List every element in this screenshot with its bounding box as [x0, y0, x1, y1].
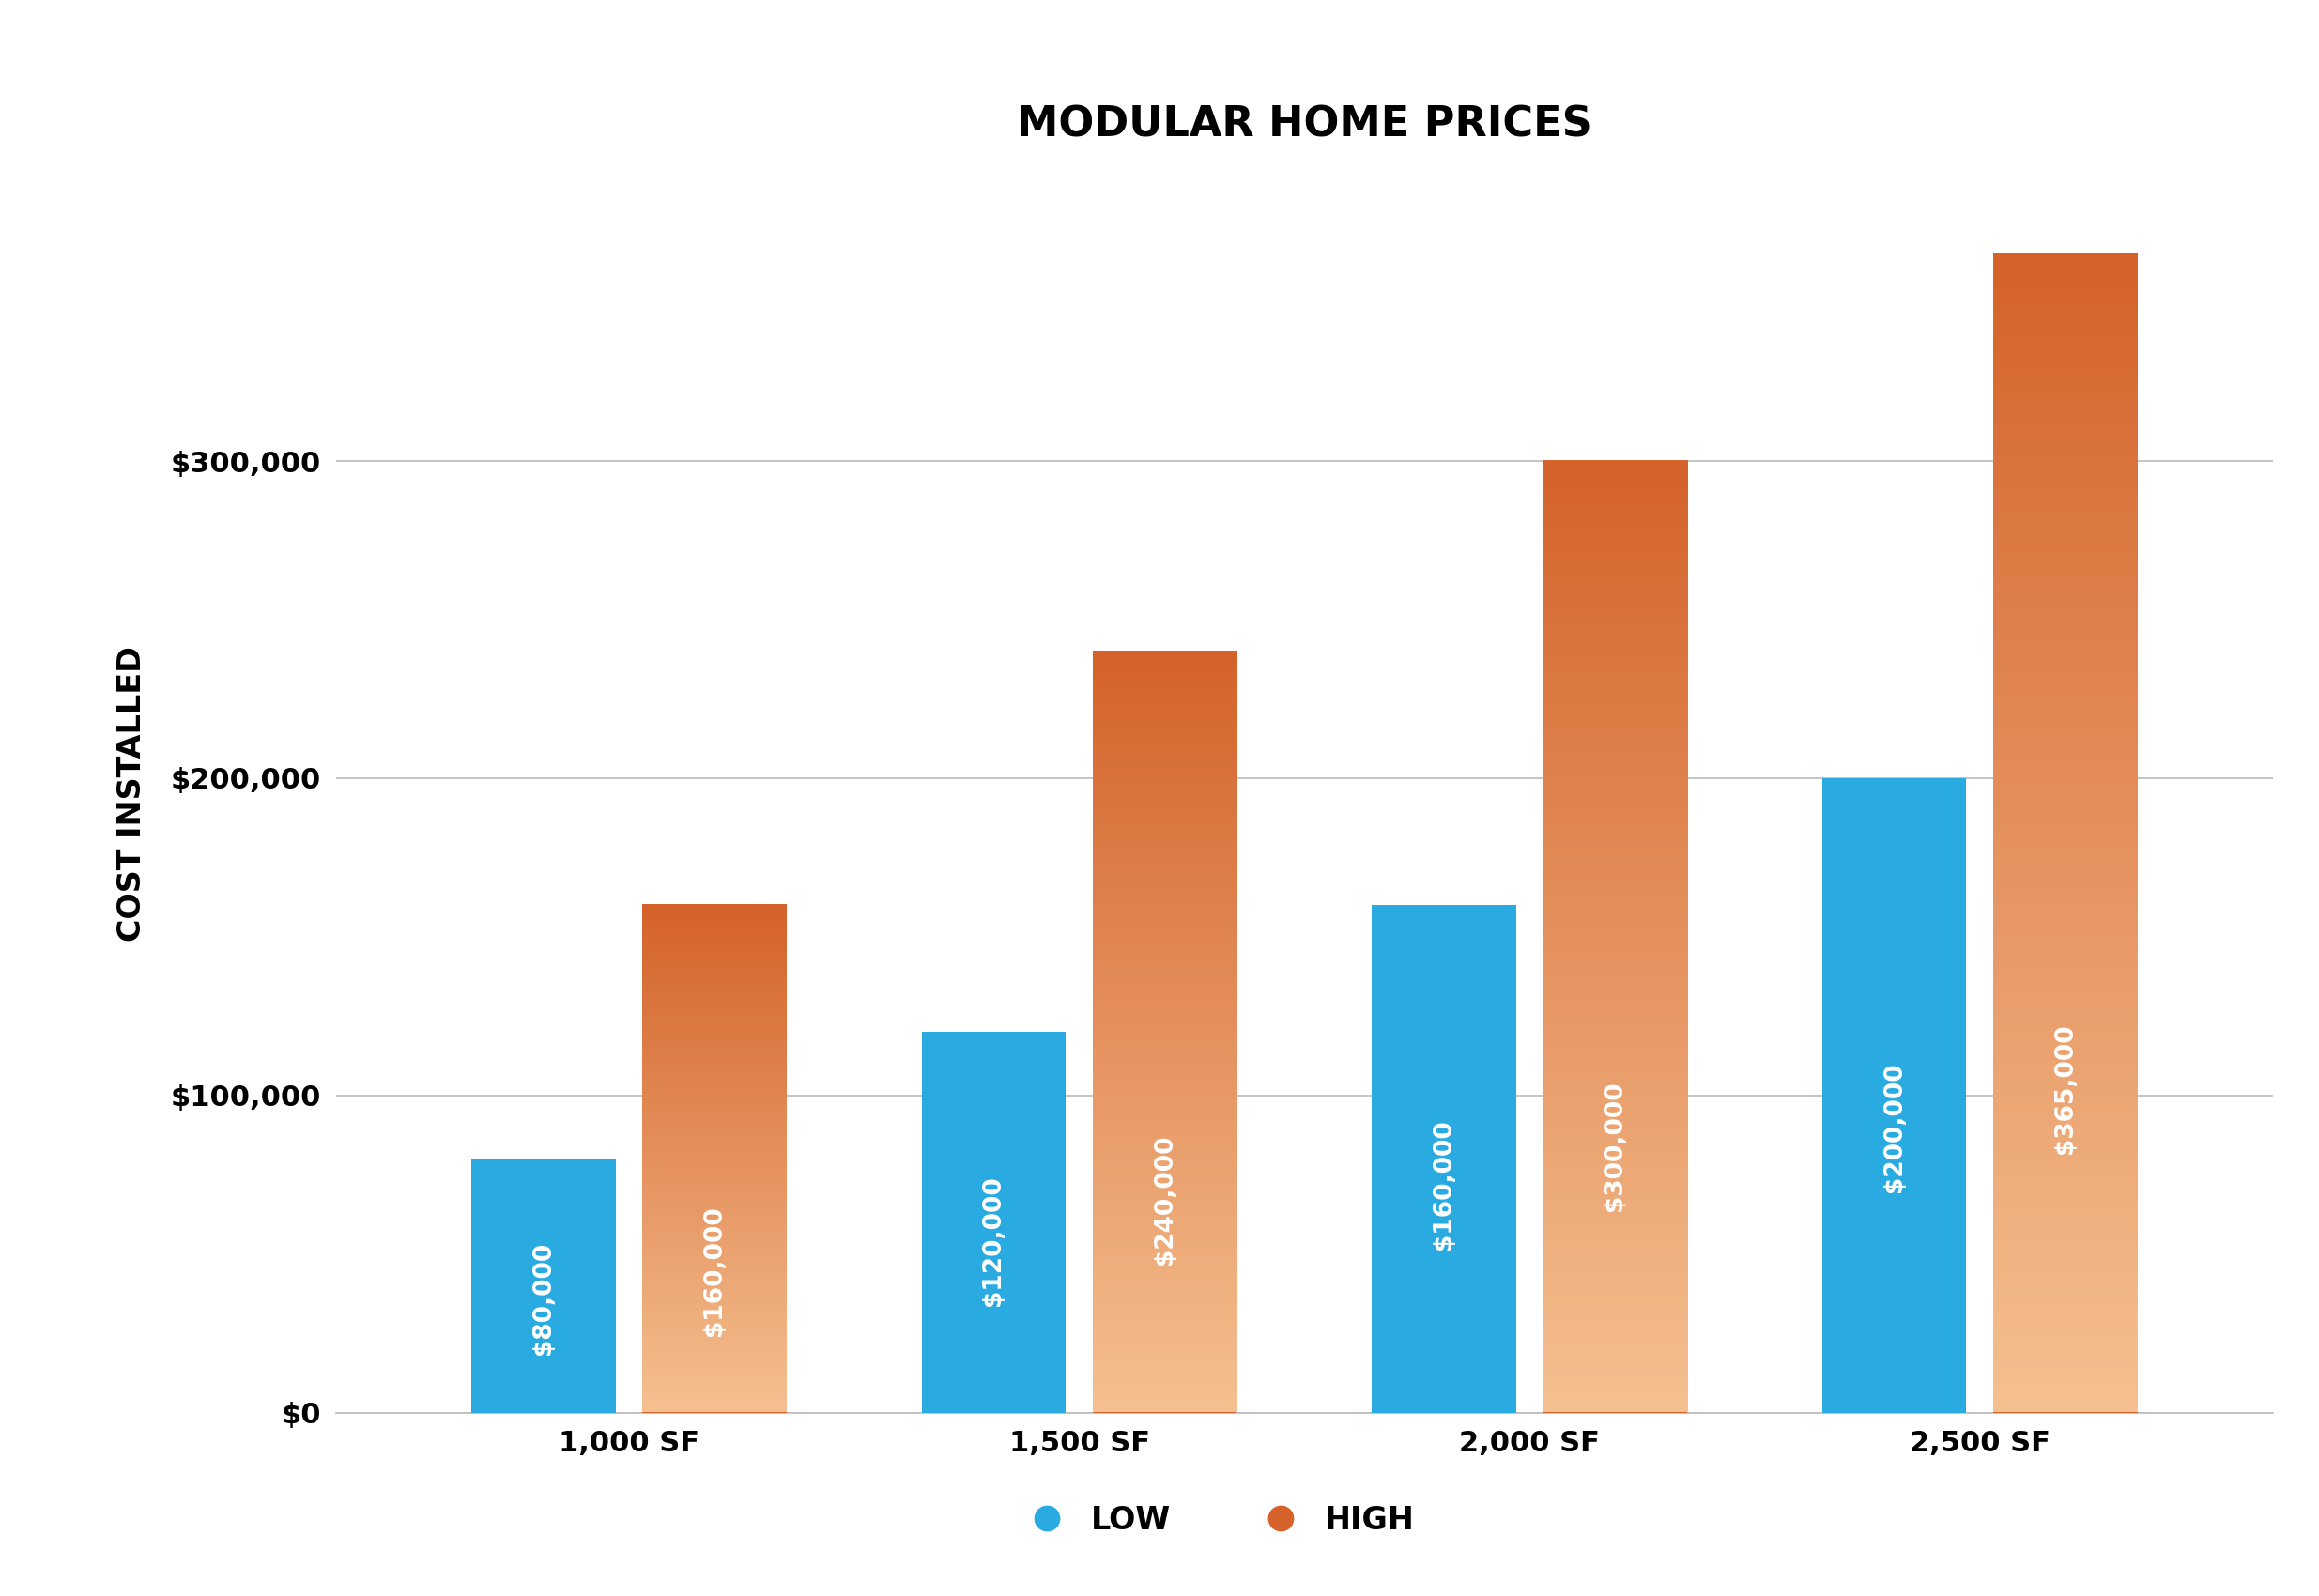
Text: $80,000: $80,000	[531, 1242, 557, 1355]
Bar	[921, 1033, 1067, 1412]
Y-axis label: COST INSTALLED: COST INSTALLED	[116, 646, 146, 942]
Text: $120,000: $120,000	[981, 1176, 1006, 1307]
Text: $160,000: $160,000	[1431, 1119, 1456, 1250]
Text: $300,000: $300,000	[1602, 1080, 1628, 1211]
Title: MODULAR HOME PRICES: MODULAR HOME PRICES	[1016, 104, 1593, 145]
Text: HomeGuide: HomeGuide	[46, 1398, 65, 1507]
Bar	[642, 905, 786, 1412]
Bar	[1373, 905, 1517, 1412]
Bar	[1092, 651, 1236, 1412]
Text: $160,000: $160,000	[703, 1205, 726, 1336]
Text: $200,000: $200,000	[1883, 1061, 1906, 1192]
Bar	[1542, 461, 1688, 1412]
Text: $365,000: $365,000	[2052, 1023, 2078, 1154]
Bar	[1994, 255, 2138, 1412]
Bar	[1823, 779, 1967, 1412]
Legend: LOW, HIGH: LOW, HIGH	[1004, 1492, 1426, 1548]
Bar	[471, 1159, 615, 1412]
Text: $240,000: $240,000	[1153, 1135, 1178, 1264]
